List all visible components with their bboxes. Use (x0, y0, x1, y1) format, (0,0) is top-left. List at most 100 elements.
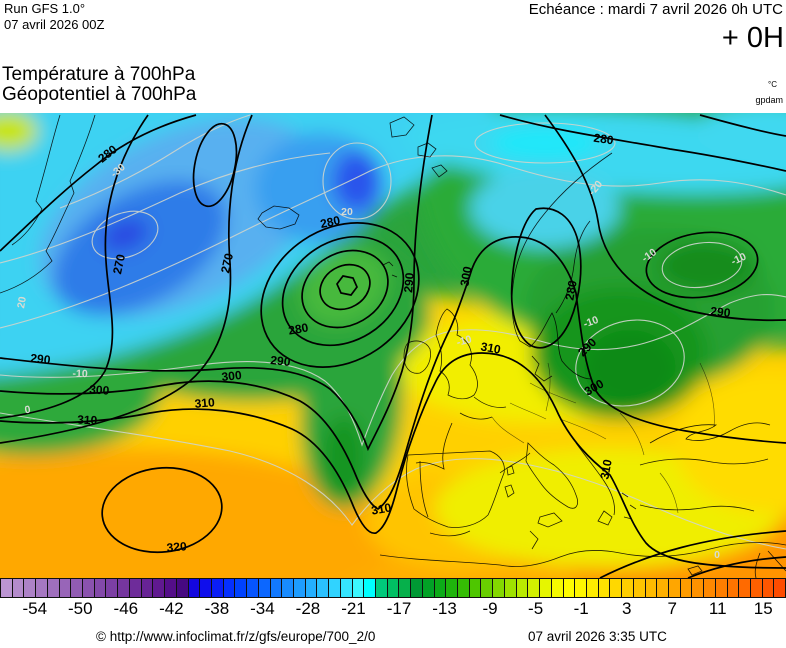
geopotential-contour-label: 280 (319, 213, 342, 231)
colorbar-cell (222, 578, 235, 598)
colorbar-cell (597, 578, 610, 598)
run-date-label: 07 avril 2026 00Z (4, 17, 105, 32)
colorbar-cell (105, 578, 118, 598)
isotherm-label: 0 (714, 549, 720, 561)
colorbar-cell (140, 578, 153, 598)
colorbar-cell (46, 578, 59, 598)
colorbar-cell (773, 578, 786, 598)
colorbar-cell (539, 578, 551, 598)
colorbar-tick: -38 (204, 599, 230, 618)
colorbar-cell (480, 578, 493, 598)
colorbar-cell (234, 578, 247, 598)
colorbar-cell (574, 578, 586, 598)
geopotential-contour-label: 310 (597, 458, 614, 480)
geopotential-contour-label: 310 (370, 500, 392, 517)
colorbar-cell (269, 578, 282, 598)
geopotential-contour-label: 310 (77, 412, 98, 427)
parameter-title: Température à 700hPa (2, 64, 196, 85)
colorbar-cell (585, 578, 598, 598)
parameter-subtitle: Géopotentiel à 700hPa (2, 84, 197, 105)
colorbar-cell (750, 578, 762, 598)
colorbar-cell (386, 578, 399, 598)
geopotential-contour-label: 300 (89, 382, 110, 397)
colorbar-cell (550, 578, 563, 598)
colorbar-cell (316, 578, 329, 598)
colorbar-cell (609, 578, 622, 598)
colorbar-cell (644, 578, 657, 598)
colorbar-cell (281, 578, 293, 598)
colorbar-cell (0, 578, 12, 598)
colorbar-cell (445, 578, 458, 598)
lead-time-label: + 0H (721, 22, 784, 54)
colorbar-cell (714, 578, 727, 598)
colorbar-tick: -34 (250, 599, 275, 618)
colorbar-tick: 15 (753, 599, 773, 618)
geopotential-contour-label: 300 (221, 368, 243, 384)
geopotential-unit-label: gpdam (755, 95, 783, 105)
geopotential-contour-label: 270 (218, 252, 236, 275)
colorbar-cell (292, 578, 305, 598)
colorbar-cell (738, 578, 750, 598)
colorbar-tick-labels: -54 -50 -46 -42 -38 -34 -28 -21 -17 -13 -9 -5 -1 3 7 11… (0, 599, 786, 619)
colorbar-cell (726, 578, 739, 598)
colorbar-cell (93, 578, 106, 598)
colorbar-tick: -5 (528, 599, 544, 618)
geopotential-contour-label: 290 (710, 304, 732, 320)
colorbar-cell (468, 578, 481, 598)
colorbar-tick: -17 (386, 599, 412, 618)
colorbar-cell (433, 578, 446, 598)
colorbar-cell (621, 578, 633, 598)
geopotential-contour-label: 310 (194, 395, 215, 411)
colorbar-cell (457, 578, 469, 598)
coastlines (0, 114, 786, 579)
run-model-label: Run GFS 1.0° (4, 1, 86, 16)
colorbar-cell (199, 578, 211, 598)
geopotential-contours (0, 114, 786, 579)
colorbar-cell (82, 578, 94, 598)
isotherm-label: 20 (341, 206, 353, 218)
colorbar-cell (58, 578, 71, 598)
isotherm-label: -10 (455, 333, 473, 349)
colorbar-cell (117, 578, 129, 598)
colorbar-cell (70, 578, 83, 598)
colorbar-cell (703, 578, 715, 598)
colorbar-tick: 7 (667, 599, 677, 618)
country-borders (491, 362, 715, 514)
colorbar-cell (656, 578, 668, 598)
colorbar-cell (35, 578, 47, 598)
geopotential-contour-label: 270 (110, 253, 128, 276)
colorbar-tick: -13 (432, 599, 457, 618)
colorbar-cell (257, 578, 270, 598)
geopotential-contour-label: 320 (166, 539, 187, 555)
colorbar-cell (363, 578, 375, 598)
isotherm-label: -10 (582, 314, 601, 331)
geopotential-contour-label: 290 (401, 272, 417, 293)
colorbar-cell (328, 578, 340, 598)
geopotential-contour-label: 290 (30, 351, 52, 367)
colorbar-cell (164, 578, 176, 598)
colorbar-cell (679, 578, 692, 598)
colorbar-tick: 11 (708, 599, 727, 618)
colorbar-cell (527, 578, 540, 598)
colorbar-tick: -28 (295, 599, 321, 618)
colorbar-cell (632, 578, 645, 598)
colorbar-cell (375, 578, 387, 598)
isotherm-label: -10 (729, 251, 748, 268)
colorbar-tick: -21 (341, 599, 366, 618)
geopotential-contour-label: 280 (562, 279, 579, 301)
geopotential-contour-label: 310 (480, 339, 502, 356)
colorbar-tick: -46 (113, 599, 139, 618)
copyright-url: © http://www.infoclimat.fr/z/gfs/europe/… (96, 629, 376, 644)
temperature-colorbar (0, 578, 786, 598)
isotherm-label: 0 (24, 404, 32, 417)
colorbar-tick: -9 (482, 599, 498, 618)
colorbar-cell (492, 578, 504, 598)
colorbar-cell (23, 578, 36, 598)
colorbar-tick: -1 (573, 599, 589, 618)
colorbar-cell (421, 578, 434, 598)
colorbar-cell (667, 578, 680, 598)
temperature-shading (0, 93, 786, 618)
colorbar-tick: -54 (22, 599, 48, 618)
generation-timestamp: 07 avril 2026 3:35 UTC (528, 629, 667, 644)
